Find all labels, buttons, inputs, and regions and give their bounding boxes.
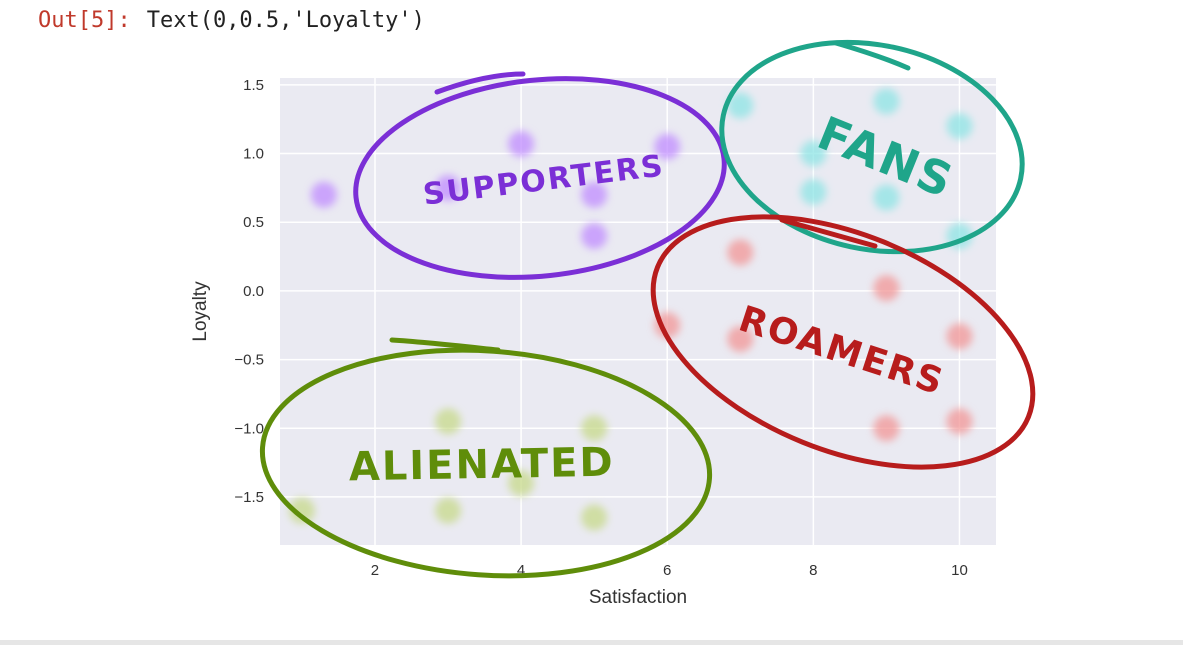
y-tick-label: 1.5: [243, 77, 264, 94]
annotation-ellipse-supporters: [353, 76, 727, 280]
data-point-roamers: [873, 415, 900, 442]
data-point-supporters: [581, 222, 608, 249]
y-tick-label: 1.0: [243, 146, 264, 163]
x-tick-label: 4: [517, 562, 525, 579]
cell-divider: [0, 640, 1183, 645]
cell-output: Out[5]: Text(0,0.5,'Loyalty'): [38, 4, 425, 36]
y-tick-label: −1.5: [234, 489, 264, 506]
data-point-fans: [800, 179, 827, 206]
data-point-roamers: [727, 239, 754, 266]
x-tick-label: 10: [951, 562, 968, 579]
data-point-supporters: [310, 181, 337, 208]
data-point-fans: [946, 113, 973, 140]
x-tick-label: 8: [809, 562, 817, 579]
annotation-alienated: ALIENATED: [259, 337, 713, 579]
annotation-stroke-fans: [833, 40, 911, 71]
data-point-alienated: [435, 408, 462, 435]
annotation-stroke-roamers: [779, 217, 878, 249]
data-point-fans: [727, 92, 754, 119]
data-point-alienated: [435, 497, 462, 524]
data-points: [288, 88, 973, 531]
data-point-supporters: [508, 130, 535, 157]
y-axis-label: Loyalty: [190, 281, 211, 342]
annotation-label-alienated: ALIENATED: [348, 440, 615, 491]
y-tick-label: −0.5: [234, 352, 264, 369]
y-tick-label: 0.5: [243, 214, 264, 231]
data-point-alienated: [581, 504, 608, 531]
data-point-roamers: [946, 323, 973, 350]
x-tick-label: 6: [663, 562, 671, 579]
data-point-fans: [800, 140, 827, 167]
data-point-supporters: [581, 181, 608, 208]
plot-area: [280, 78, 996, 545]
data-point-alienated: [581, 415, 608, 442]
output-prompt: Out[5]:: [38, 7, 131, 33]
data-point-alienated: [508, 470, 535, 497]
data-point-alienated: [288, 497, 315, 524]
annotation-ellipse-roamers: [650, 214, 1036, 470]
y-tick-label: −1.0: [234, 420, 264, 437]
data-point-supporters: [654, 133, 681, 160]
x-tick-labels: 2 4 6 8 10: [371, 562, 968, 579]
output-text: Text(0,0.5,'Loyalty'): [146, 7, 425, 33]
annotation-stroke-supporters: [434, 71, 526, 95]
x-axis-label: Satisfaction: [589, 587, 687, 608]
data-point-roamers: [727, 325, 754, 352]
y-tick-labels: 1.5 1.0 0.5 0.0 −0.5 −1.0 −1.5: [234, 77, 264, 506]
data-point-supporters: [435, 174, 462, 201]
data-point-roamers: [946, 408, 973, 435]
x-tick-label: 2: [371, 562, 379, 579]
annotation-ellipse-fans: [719, 39, 1025, 255]
data-point-fans: [873, 88, 900, 115]
data-point-fans: [873, 184, 900, 211]
y-tick-label: 0.0: [243, 283, 264, 300]
annotation-stroke-alienated: [389, 337, 501, 353]
data-point-roamers: [873, 275, 900, 302]
